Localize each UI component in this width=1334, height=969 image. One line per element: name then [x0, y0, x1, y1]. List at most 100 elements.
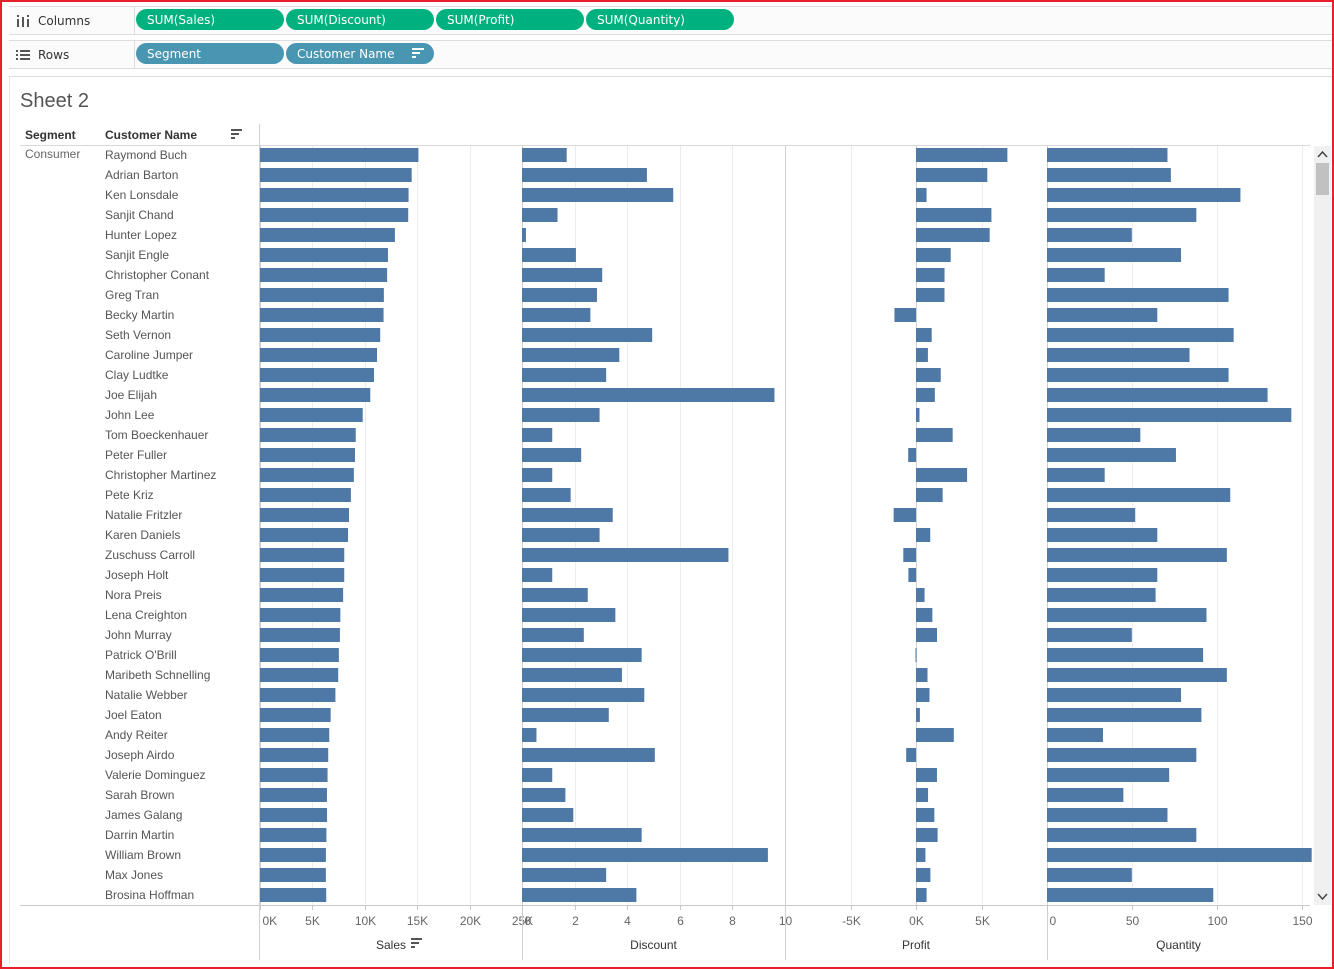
bar-profit[interactable]	[916, 328, 932, 342]
bar-profit[interactable]	[916, 348, 928, 362]
bar-quantity[interactable]	[1047, 668, 1227, 682]
bar-sales[interactable]	[260, 848, 326, 862]
bar-quantity[interactable]	[1047, 328, 1234, 342]
customer-name-label[interactable]: Patrick O'Brill	[105, 648, 177, 662]
bar-profit[interactable]	[916, 668, 928, 682]
bar-sales[interactable]	[260, 588, 344, 602]
bar-discount[interactable]	[522, 788, 566, 802]
bar-profit[interactable]	[916, 608, 933, 622]
bar-quantity[interactable]	[1047, 648, 1204, 662]
customer-name-label[interactable]: Joel Eaton	[105, 708, 162, 722]
bar-quantity[interactable]	[1047, 828, 1197, 842]
pill-sum-sales[interactable]: SUM(Sales)	[136, 9, 284, 30]
bar-profit[interactable]	[916, 288, 945, 302]
bar-profit[interactable]	[916, 368, 941, 382]
customer-name-label[interactable]: Sarah Brown	[105, 788, 174, 802]
bar-sales[interactable]	[260, 488, 351, 502]
bar-discount[interactable]	[522, 228, 526, 242]
bar-quantity[interactable]	[1047, 508, 1136, 522]
bar-profit[interactable]	[916, 828, 938, 842]
bar-sales[interactable]	[260, 728, 330, 742]
bar-profit[interactable]	[916, 708, 920, 722]
bar-sales[interactable]	[260, 288, 384, 302]
bar-sales[interactable]	[260, 348, 378, 362]
bar-discount[interactable]	[522, 188, 674, 202]
customer-name-label[interactable]: Brosina Hoffman	[105, 888, 194, 902]
bar-profit[interactable]	[916, 468, 968, 482]
bar-discount[interactable]	[522, 768, 553, 782]
bar-profit[interactable]	[916, 728, 954, 742]
customer-name-label[interactable]: Christopher Conant	[105, 268, 210, 282]
bar-sales[interactable]	[260, 168, 412, 182]
bar-sales[interactable]	[260, 868, 326, 882]
bar-quantity[interactable]	[1047, 188, 1241, 202]
axis-title-profit[interactable]: Profit	[902, 938, 931, 952]
customer-name-label[interactable]: Sanjit Chand	[105, 208, 174, 222]
bar-discount[interactable]	[522, 388, 775, 402]
bar-profit[interactable]	[906, 748, 916, 762]
bar-discount[interactable]	[522, 868, 607, 882]
bar-sales[interactable]	[260, 648, 339, 662]
customer-name-label[interactable]: Natalie Fritzler	[105, 508, 182, 522]
customer-name-label[interactable]: Lena Creighton	[105, 608, 187, 622]
bar-discount[interactable]	[522, 168, 647, 182]
bar-quantity[interactable]	[1047, 568, 1158, 582]
bar-quantity[interactable]	[1047, 628, 1132, 642]
bar-sales[interactable]	[260, 628, 340, 642]
bar-discount[interactable]	[522, 708, 609, 722]
bar-profit[interactable]	[893, 508, 916, 522]
customer-name-label[interactable]: Zuschuss Carroll	[105, 548, 195, 562]
segment-header[interactable]: Segment	[25, 128, 76, 142]
bar-profit[interactable]	[916, 388, 935, 402]
customer-name-label[interactable]: Valerie Dominguez	[105, 768, 206, 782]
bar-quantity[interactable]	[1047, 388, 1268, 402]
bar-sales[interactable]	[260, 888, 327, 902]
bar-quantity[interactable]	[1047, 528, 1158, 542]
customer-name-label[interactable]: Adrian Barton	[105, 168, 178, 182]
bar-quantity[interactable]	[1047, 848, 1312, 862]
bar-sales[interactable]	[260, 228, 395, 242]
bar-discount[interactable]	[522, 528, 600, 542]
axis-sort-icon[interactable]	[411, 938, 422, 948]
bar-sales[interactable]	[260, 328, 381, 342]
bar-discount[interactable]	[522, 748, 655, 762]
pill-sum-discount[interactable]: SUM(Discount)	[286, 9, 434, 30]
bar-sales[interactable]	[260, 188, 409, 202]
bar-discount[interactable]	[522, 208, 558, 222]
customer-name-label[interactable]: Pete Kriz	[105, 488, 154, 502]
bar-profit[interactable]	[916, 408, 920, 422]
bar-profit[interactable]	[903, 548, 916, 562]
bar-sales[interactable]	[260, 668, 339, 682]
bar-sales[interactable]	[260, 428, 356, 442]
bar-quantity[interactable]	[1047, 768, 1170, 782]
bar-sales[interactable]	[260, 828, 327, 842]
bar-profit[interactable]	[916, 628, 937, 642]
bar-quantity[interactable]	[1047, 448, 1176, 462]
bar-sales[interactable]	[260, 708, 331, 722]
bar-discount[interactable]	[522, 268, 603, 282]
pill-sum-profit[interactable]: SUM(Profit)	[436, 9, 584, 30]
bar-profit[interactable]	[916, 248, 951, 262]
axis-title-discount[interactable]: Discount	[630, 938, 677, 952]
bar-quantity[interactable]	[1047, 588, 1156, 602]
bar-sales[interactable]	[260, 388, 371, 402]
bar-quantity[interactable]	[1047, 308, 1158, 322]
bar-profit[interactable]	[916, 848, 926, 862]
customer-name-label[interactable]: Max Jones	[105, 868, 163, 882]
bar-discount[interactable]	[522, 408, 600, 422]
bar-sales[interactable]	[260, 548, 345, 562]
bar-sales[interactable]	[260, 148, 419, 162]
bar-sales[interactable]	[260, 808, 328, 822]
bar-profit[interactable]	[915, 648, 917, 662]
customer-name-label[interactable]: Joe Elijah	[105, 388, 157, 402]
bar-profit[interactable]	[916, 768, 937, 782]
bar-discount[interactable]	[522, 488, 571, 502]
axis-title-sales[interactable]: Sales	[376, 938, 406, 952]
bar-sales[interactable]	[260, 368, 375, 382]
bar-discount[interactable]	[522, 248, 576, 262]
bar-quantity[interactable]	[1047, 728, 1103, 742]
bar-quantity[interactable]	[1047, 548, 1227, 562]
bar-quantity[interactable]	[1047, 168, 1171, 182]
scroll-down-icon[interactable]	[1317, 891, 1328, 902]
customer-name-label[interactable]: Natalie Webber	[105, 688, 188, 702]
